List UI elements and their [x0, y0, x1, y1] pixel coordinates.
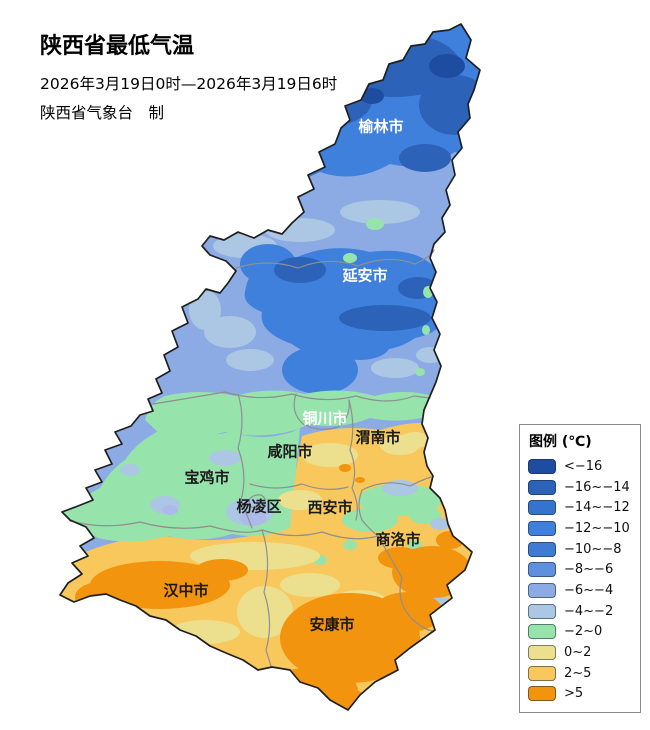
legend-range-label: −12~−10	[564, 520, 630, 536]
city-label: 商洛市	[375, 531, 420, 549]
title-block: 陕西省最低气温 2026年3月19日0时—2026年3月19日6时 陕西省气象台…	[40, 34, 337, 123]
legend-item: 2~5	[528, 663, 632, 684]
legend-color-swatch	[528, 520, 556, 536]
legend-range-label: −8~−6	[564, 562, 614, 578]
legend-color-swatch	[528, 541, 556, 557]
city-label: 渭南市	[355, 429, 400, 447]
legend-color-swatch	[528, 665, 556, 681]
city-label: 延安市	[341, 267, 387, 285]
legend-range-label: <−16	[564, 458, 603, 474]
legend-item: 0~2	[528, 642, 632, 663]
legend-range-label: −2~0	[564, 624, 603, 640]
city-label: 宝鸡市	[184, 469, 229, 487]
city-label: 咸阳市	[267, 443, 312, 461]
legend-range-label: 0~2	[564, 645, 592, 661]
legend-item: −2~0	[528, 622, 632, 643]
legend-item: −8~−6	[528, 559, 632, 580]
city-label: 安康市	[309, 616, 354, 634]
city-label: 汉中市	[163, 582, 208, 600]
legend-color-swatch	[528, 686, 556, 702]
city-label: 西安市	[307, 499, 352, 517]
map-legend: 图例 (℃) <−16 −16~−14 −14~−12 −12~−10 −10~−8 −8…	[519, 424, 641, 714]
legend-range-label: 2~5	[564, 665, 592, 681]
legend-item: −14~−12	[528, 497, 632, 518]
legend-color-swatch	[528, 645, 556, 661]
legend-color-swatch	[528, 624, 556, 640]
legend-color-swatch	[528, 562, 556, 578]
city-label: 榆林市	[358, 118, 403, 136]
legend-item: −6~−4	[528, 580, 632, 601]
map-title: 陕西省最低气温	[40, 34, 195, 59]
legend-range-label: −10~−8	[564, 541, 622, 557]
legend-item: <−16	[528, 456, 632, 477]
map-date-range: 2026年3月19日0时—2026年3月19日6时	[40, 75, 338, 94]
legend-color-swatch	[528, 500, 556, 516]
legend-range-label: >5	[564, 686, 584, 702]
legend-range-label: −6~−4	[564, 582, 614, 598]
prefecture-boundaries	[69, 249, 435, 667]
legend-item: >5	[528, 684, 632, 705]
province-outline	[59, 23, 481, 711]
legend-range-label: −16~−14	[564, 479, 630, 495]
legend-range-label: −4~−2	[564, 603, 614, 619]
legend-color-swatch	[528, 458, 556, 474]
map-credit: 陕西省气象台 制	[40, 104, 165, 123]
legend-title: 图例 (℃)	[529, 434, 592, 450]
legend-item: −16~−14	[528, 477, 632, 498]
legend-item: −4~−2	[528, 601, 632, 622]
legend-item: −12~−10	[528, 518, 632, 539]
legend-range-label: −14~−12	[564, 500, 630, 516]
legend-color-swatch	[528, 479, 556, 495]
city-label: 杨凌区	[236, 498, 281, 516]
legend-item: −10~−8	[528, 539, 632, 560]
legend-color-swatch	[528, 603, 556, 619]
legend-color-swatch	[528, 582, 556, 598]
legend-items: <−16 −16~−14 −14~−12 −12~−10 −10~−8 −8~−6 −6~−…	[528, 456, 632, 704]
city-label: 铜川市	[302, 410, 347, 428]
